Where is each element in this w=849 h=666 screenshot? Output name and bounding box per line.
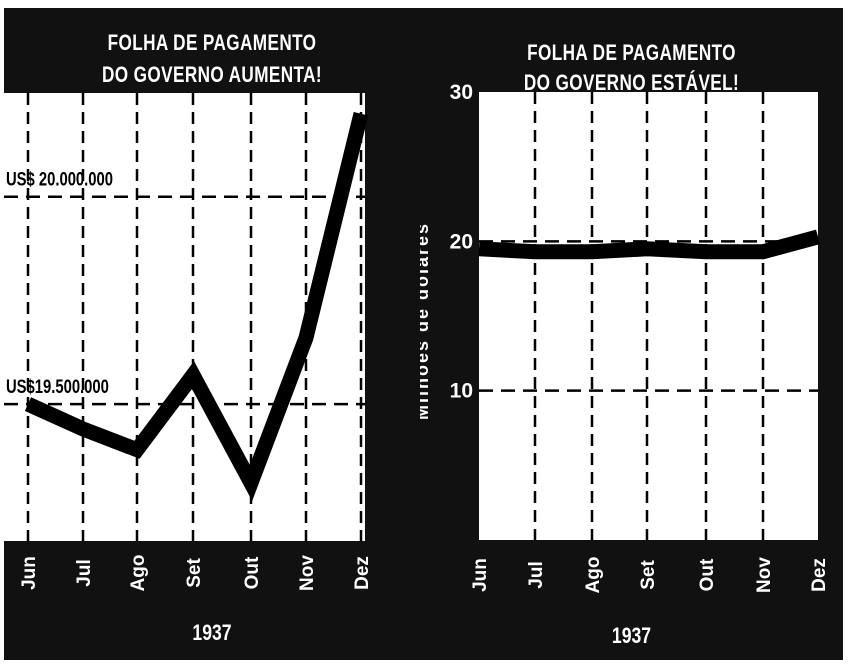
x-tick-label-dez: Dez xyxy=(809,558,830,592)
x-tick-label-nov: Nov xyxy=(297,555,318,591)
y-tick-label-20: 20 xyxy=(450,230,473,253)
x-tick-label-jun: Jun xyxy=(19,556,40,590)
y-tick-label-10: 10 xyxy=(450,380,473,403)
reference-line-label-1: US$19.500.000 xyxy=(6,376,109,397)
x-tick-label-dez: Dez xyxy=(352,556,373,590)
right-chart-panel: FOLHA DE PAGAMENTO DO GOVERNO ESTÁVEL! 1… xyxy=(420,8,843,660)
left-chart-panel: FOLHA DE PAGAMENTO DO GOVERNO AUMENTA! 1… xyxy=(4,8,420,660)
left-chart-title-line-2: DO GOVERNO AUMENTA! xyxy=(101,62,323,87)
x-tick-label-ago: Ago xyxy=(128,555,149,592)
series-line xyxy=(24,111,369,501)
right-chart-year-label: 1937 xyxy=(611,623,652,648)
right-chart-svg: 30 20 10 Milhões de dólares Jun Jul Ago Set Out N… xyxy=(420,81,830,594)
left-chart-title-line-1: FOLHA DE PAGAMENTO xyxy=(107,30,317,55)
right-chart-title-line-1: FOLHA DE PAGAMENTO xyxy=(527,40,736,65)
left-chart-svg: US$ 20.000.000 US$19.500.000 Jun Jul Ago Set O… xyxy=(4,93,373,592)
x-tick-label-out: Out xyxy=(697,558,718,591)
y-tick-label-30: 30 xyxy=(450,81,473,104)
x-tick-label-jun: Jun xyxy=(470,558,491,592)
x-tick-label-jul: Jul xyxy=(526,561,547,588)
series-line xyxy=(478,229,820,260)
left-chart-year-label: 1937 xyxy=(192,620,232,645)
reference-line-label-0: US$ 20.000.000 xyxy=(6,169,113,190)
x-tick-label-set: Set xyxy=(184,558,205,588)
right-chart-title-line-2: DO GOVERNO ESTÁVEL! xyxy=(523,70,740,95)
x-tick-label-jul: Jul xyxy=(74,559,95,586)
x-tick-label-set: Set xyxy=(638,560,659,590)
x-tick-label-ago: Ago xyxy=(583,557,604,594)
plot-area xyxy=(479,92,818,540)
x-tick-label-out: Out xyxy=(242,556,263,589)
x-tick-label-nov: Nov xyxy=(754,557,775,593)
y-axis-title: Milhões de dólares xyxy=(420,222,432,420)
